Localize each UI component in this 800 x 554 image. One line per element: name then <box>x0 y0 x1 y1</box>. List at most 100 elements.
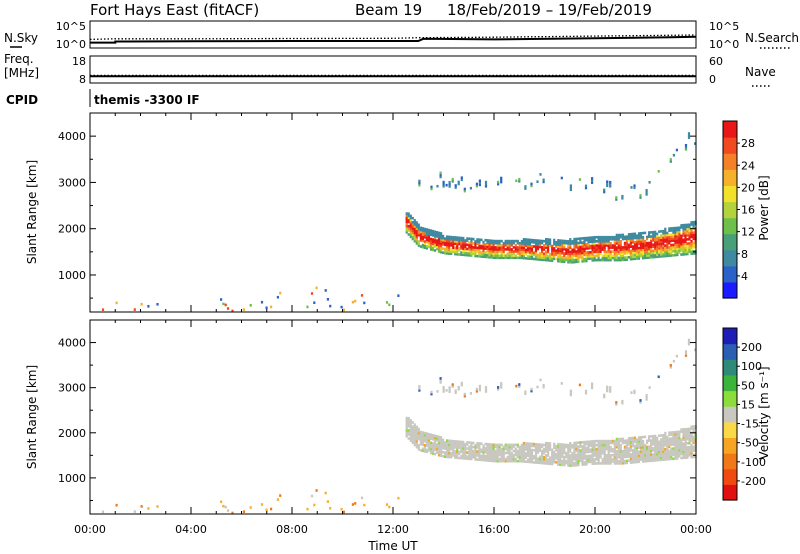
power-cell <box>656 247 659 250</box>
power-cell <box>496 250 499 253</box>
velocity-cell <box>538 457 542 461</box>
velocity-cell <box>623 439 626 443</box>
velocity-cell <box>670 431 673 434</box>
power-cell <box>496 254 499 257</box>
power-cell <box>360 294 364 297</box>
power-cell <box>619 244 622 247</box>
velocity-cell <box>466 443 469 446</box>
noise-right-label: N.Search <box>745 31 799 45</box>
power-cell <box>611 244 614 247</box>
power-cell <box>454 246 457 250</box>
power-cell <box>682 251 685 254</box>
power-cell <box>637 242 641 246</box>
power-cell <box>567 250 570 253</box>
power-cell <box>407 220 410 224</box>
velocity-cell <box>660 438 663 441</box>
power-cell <box>672 233 675 236</box>
velocity-cell <box>635 442 639 445</box>
velocity-cell <box>450 455 453 459</box>
power-cell <box>565 256 568 260</box>
power-cell <box>569 186 572 189</box>
power-cell <box>650 254 653 257</box>
power-cell <box>478 240 481 244</box>
power-cell <box>571 250 574 254</box>
power-cell <box>660 242 663 246</box>
velocity-cell <box>418 389 421 392</box>
velocity-cell <box>633 444 637 448</box>
velocity-cell <box>613 441 616 445</box>
velocity-cell <box>601 452 604 455</box>
power-cell <box>456 253 459 256</box>
power-cell <box>512 246 515 249</box>
velocity-cell <box>497 388 500 391</box>
velocity-cell <box>474 456 477 459</box>
power-cell <box>597 235 600 239</box>
velocity-cell <box>520 458 523 461</box>
velocity-cell <box>670 441 673 444</box>
velocity-cell <box>680 456 683 460</box>
velocity-cell <box>496 443 499 447</box>
power-cell <box>425 236 428 240</box>
velocity-cell <box>409 427 412 430</box>
velocity-cell <box>686 435 689 439</box>
velocity-cell <box>413 431 416 435</box>
power-cell <box>450 235 453 239</box>
power-cell <box>577 243 580 247</box>
velocity-cell <box>490 453 493 457</box>
power-cell <box>514 248 517 251</box>
velocity-cell <box>482 448 485 452</box>
velocity-cell <box>484 459 487 462</box>
power-cell <box>625 252 628 255</box>
power-cell <box>522 252 525 256</box>
power-cell <box>427 228 430 232</box>
velocity-cell <box>571 460 574 463</box>
power-cell <box>603 246 606 249</box>
power-cell <box>508 252 511 255</box>
power-cell <box>464 247 467 251</box>
power-cell <box>646 246 649 249</box>
velocity-cell <box>639 442 643 445</box>
velocity-cell <box>541 449 544 453</box>
velocity-cell <box>560 382 563 385</box>
velocity-cell <box>652 455 655 458</box>
power-cell <box>662 234 665 237</box>
velocity-cell <box>440 452 443 455</box>
power-cell <box>623 235 626 239</box>
velocity-cell <box>646 457 649 461</box>
velocity-cell <box>605 447 608 451</box>
power-cell <box>549 255 552 258</box>
velocity-cell <box>456 444 459 447</box>
velocity-cell <box>530 454 534 458</box>
velocity-cell <box>512 445 515 449</box>
noise-panel-frame <box>89 20 697 49</box>
power-cell <box>482 249 485 252</box>
power-cell <box>462 243 465 246</box>
velocity-cell <box>666 458 669 461</box>
power-cell <box>627 233 630 236</box>
power-cell <box>597 252 600 256</box>
power-cell <box>553 251 556 254</box>
power-cell <box>411 216 414 220</box>
power-cell <box>551 253 554 256</box>
velocity-cell <box>437 453 441 457</box>
power-cell <box>633 255 637 258</box>
power-cell <box>423 231 426 235</box>
velocity-cell <box>662 454 665 457</box>
power-cell <box>464 241 467 244</box>
velocity-cell <box>668 445 671 449</box>
power-cell <box>615 238 618 241</box>
velocity-cell <box>609 441 612 445</box>
velocity-cell <box>442 386 445 389</box>
velocity-cell <box>666 451 669 455</box>
power-cell <box>690 252 693 255</box>
velocity-cell <box>595 447 598 451</box>
velocity-cell <box>494 451 497 455</box>
velocity-cell <box>490 443 493 446</box>
velocity-cell <box>654 444 657 448</box>
power-cell <box>585 251 588 254</box>
velocity-cell <box>605 443 608 447</box>
velocity-cell <box>409 435 412 438</box>
power-cell <box>498 254 501 257</box>
power-cell <box>538 243 542 247</box>
power-cell <box>595 240 598 243</box>
